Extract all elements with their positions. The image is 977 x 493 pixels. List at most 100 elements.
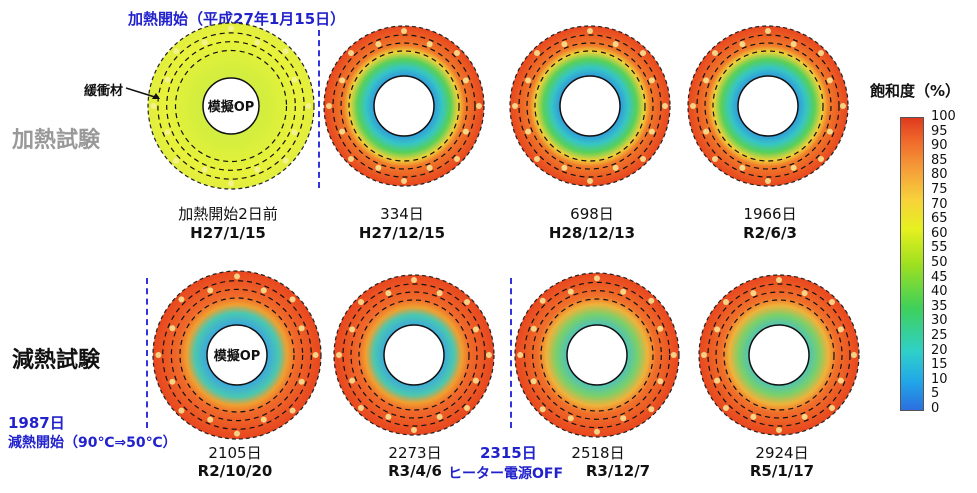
measurement-ring [332, 34, 476, 178]
sensor-point [260, 416, 267, 423]
measurement-ring [523, 281, 671, 429]
sensor-point [228, 25, 234, 32]
sensor-point [648, 297, 655, 304]
sensor-point [305, 103, 312, 109]
measurement-ring [157, 32, 305, 180]
sensor-point [711, 156, 718, 163]
sensor-point [178, 296, 185, 303]
sensor-point [561, 41, 568, 48]
sensor-point [150, 103, 157, 109]
caption-date: R3/12/7 [585, 462, 651, 480]
sensor-point [349, 326, 356, 333]
sensor-point [739, 41, 746, 48]
sensor-point [436, 413, 443, 420]
simulated-op-hole [566, 324, 628, 386]
sensor-point [426, 41, 433, 48]
sensor-point [567, 415, 574, 422]
measurement-ring [340, 42, 468, 170]
sensor-point [826, 77, 833, 84]
sensor-point [282, 157, 289, 164]
sensor-point [662, 103, 668, 109]
legend-tick-label: 60 [931, 225, 948, 241]
measurement-ring [696, 34, 840, 178]
sensor-point [851, 352, 857, 358]
measurement-ring [350, 291, 478, 419]
sensor-point [722, 298, 729, 305]
heating-start-annotation: 加熱開始（平成27年1月15日） [128, 10, 346, 28]
caption-day: 2273日 [388, 444, 442, 462]
saturation-ring: 模擬OP [152, 270, 322, 440]
measurement-ring [348, 50, 460, 162]
caption-date: H27/1/15 [190, 224, 266, 242]
legend-tick-label: 25 [931, 328, 948, 343]
sensor-point [169, 325, 176, 332]
heating-start-line [318, 30, 320, 188]
sensor-point [401, 28, 407, 34]
sensor-point [464, 405, 471, 412]
sensor-point [790, 164, 797, 171]
measurement-ring [162, 280, 312, 430]
sensor-point [776, 277, 782, 283]
sensor-point [525, 77, 532, 84]
sensor-point [291, 129, 298, 136]
sensor-point [612, 164, 619, 171]
sensor-point [178, 407, 185, 414]
sensor-point [155, 352, 162, 358]
simulated-op-hole [383, 324, 445, 386]
sensor-point [533, 156, 540, 163]
legend-tick-label: 75 [931, 182, 948, 197]
simulated-op-hole [202, 77, 260, 135]
measurement-ring [723, 299, 835, 411]
sensor-point [201, 39, 208, 46]
sensor-point [289, 407, 296, 414]
sensor-point [375, 164, 382, 171]
sensor-point [436, 290, 443, 297]
cooling-start-day: 1987日 [8, 414, 65, 432]
sensor-point [612, 41, 619, 48]
sensor-point [517, 352, 524, 358]
legend-tick-label: 85 [931, 152, 948, 168]
sensor-point [837, 377, 844, 384]
legend-tick-label: 40 [931, 284, 948, 300]
heater-off-text: ヒーター電源OFF [448, 466, 564, 482]
sensor-point [254, 39, 261, 46]
sensor-point [385, 413, 392, 420]
sensor-point [594, 275, 600, 282]
caption-date: R2/10/20 [197, 462, 273, 480]
sensor-point [640, 156, 647, 163]
sensor-point [801, 413, 808, 420]
sensor-point [207, 287, 214, 294]
sensor-point [260, 287, 267, 294]
sensor-point [164, 76, 171, 83]
caption-day: 2518日 [571, 444, 625, 462]
sensor-point [648, 406, 655, 413]
sensor-point [476, 103, 482, 109]
sensor-point [567, 288, 574, 295]
sensor-point [620, 415, 627, 422]
sensor-point [776, 427, 782, 433]
sensor-point [357, 298, 364, 305]
saturation-ring [698, 274, 860, 436]
sensor-point [670, 352, 677, 358]
sensor-point [722, 405, 729, 412]
sensor-point [472, 326, 479, 333]
sensor-point [711, 49, 718, 56]
measurement-ring [358, 299, 470, 411]
sensor-point [336, 352, 342, 358]
legend-tick-label: 95 [931, 123, 948, 139]
sensor-point [385, 290, 392, 297]
sensor-point [375, 41, 382, 48]
heating-test-label: 加熱試験 [12, 128, 101, 153]
sensor-point [298, 378, 305, 385]
caption-date: R2/6/3 [743, 224, 797, 242]
sensor-point [298, 325, 305, 332]
sensor-point [530, 325, 537, 332]
legend-tick-label: 5 [931, 386, 940, 402]
saturation-ring [323, 25, 485, 187]
op-label: 模擬OP [214, 348, 261, 364]
sensor-point [464, 298, 471, 305]
legend-tick-label: 45 [931, 269, 948, 285]
simulated-op-hole [206, 324, 268, 386]
sensor-point [512, 103, 518, 109]
sensor-point [472, 377, 479, 384]
